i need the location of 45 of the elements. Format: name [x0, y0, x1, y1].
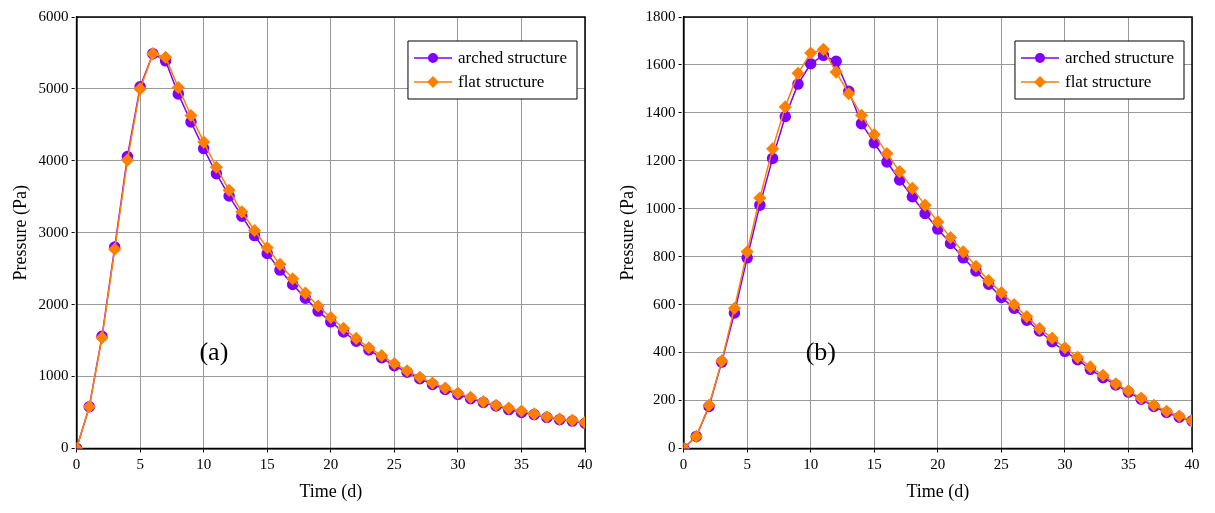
y-tick-label: 2000 [38, 295, 69, 312]
y-tick-label: 1800 [645, 7, 676, 24]
x-axis-title: Time (d) [906, 480, 970, 502]
x-tick-label: 30 [1057, 456, 1073, 473]
x-tick-label: 0 [72, 456, 81, 473]
x-tick-label: 25 [386, 456, 402, 473]
x-tick-label: 40 [1184, 456, 1200, 473]
y-tick-label: 400 [653, 343, 676, 360]
x-tick-label: 20 [930, 456, 946, 473]
y-tick-label: 1200 [645, 151, 676, 168]
x-tick-label: 0 [679, 456, 688, 473]
x-tick-label: 35 [1120, 456, 1136, 473]
y-tick-label: 0 [668, 439, 676, 456]
x-tick-label: 20 [323, 456, 339, 473]
x-tick-label: 35 [513, 456, 529, 473]
x-tick-label: 15 [866, 456, 882, 473]
y-tick-label: 1000 [645, 199, 676, 216]
annotation: (b) [805, 337, 837, 367]
x-tick-label: 30 [450, 456, 466, 473]
y-axis-title: Pressure (Pa) [616, 184, 638, 281]
y-tick-label: 1600 [645, 55, 676, 72]
legend-label: arched structure [457, 48, 568, 68]
x-tick-label: 5 [743, 456, 751, 473]
x-tick-label: 15 [259, 456, 275, 473]
x-tick-label: 10 [196, 456, 212, 473]
y-tick-label: 4000 [38, 151, 69, 168]
x-tick-label: 5 [136, 456, 144, 473]
annotation: (a) [199, 337, 229, 367]
x-axis-title: Time (d) [299, 480, 363, 502]
y-tick-label: 6000 [38, 7, 69, 24]
x-tick-label: 25 [993, 456, 1009, 473]
legend-label: arched structure [1064, 48, 1175, 68]
legend-label: flat structure [1064, 72, 1152, 92]
legend-label: flat structure [457, 72, 545, 92]
y-tick-label: 800 [653, 247, 676, 264]
y-tick-label: 3000 [38, 223, 69, 240]
y-tick-label: 1400 [645, 103, 676, 120]
x-tick-label: 10 [803, 456, 819, 473]
y-tick-label: 200 [653, 391, 676, 408]
y-tick-label: 5000 [38, 79, 69, 96]
x-tick-label: 40 [577, 456, 593, 473]
y-tick-label: 600 [653, 295, 676, 312]
y-tick-label: 1000 [38, 367, 69, 384]
y-axis-title: Pressure (Pa) [9, 184, 31, 281]
y-tick-label: 0 [61, 439, 69, 456]
